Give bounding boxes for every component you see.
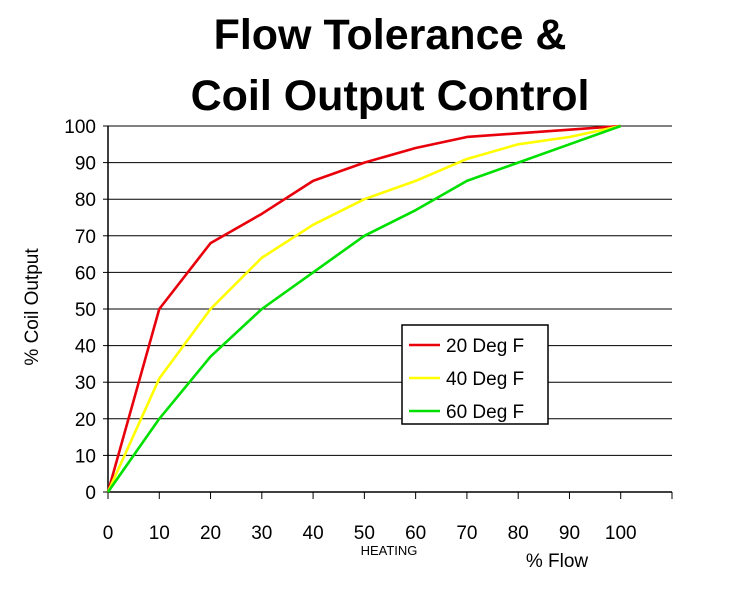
y-axis-tick-labels: 0 10 20 30 40 50 60 70 80 90 100 — [64, 117, 96, 504]
x-tick-label: 50 — [354, 523, 375, 544]
x-tick-label: 30 — [251, 523, 272, 544]
series-line — [106, 124, 621, 493]
chart-title-line-2: Coil Output Control — [190, 72, 590, 120]
legend-label: 20 Deg F — [446, 336, 524, 357]
y-tick-label: 0 — [85, 483, 96, 504]
x-tick-label: 0 — [103, 523, 114, 544]
y-tick-label: 30 — [75, 373, 96, 394]
y-tick-label: 50 — [75, 300, 96, 321]
y-axis-label: % Coil Output — [22, 248, 43, 366]
x-tick-label: 10 — [149, 523, 170, 544]
y-tick-label: 60 — [75, 263, 96, 284]
x-axis-sublabel: HEATING — [361, 543, 418, 558]
y-tick-label: 90 — [75, 154, 96, 175]
x-axis-label: % Flow — [526, 551, 589, 572]
legend-label: 60 Deg F — [446, 402, 524, 423]
legend-box — [401, 324, 549, 425]
y-tick-label: 100 — [64, 117, 96, 138]
gridlines — [108, 125, 672, 456]
chart-title-line-1: Flow Tolerance & — [213, 11, 567, 59]
x-tick-label: 40 — [303, 523, 324, 544]
x-axis-tick-labels: 0 10 20 30 40 50 60 70 80 90 100 — [103, 523, 637, 544]
legend: 20 Deg F 40 Deg F 60 Deg F — [401, 324, 549, 425]
y-tick-label: 80 — [75, 190, 96, 211]
x-tick-label: 100 — [605, 523, 637, 544]
series-line — [106, 124, 622, 493]
x-tick-label: 70 — [456, 523, 477, 544]
y-tick-label: 20 — [75, 410, 96, 431]
x-tick-label: 20 — [200, 523, 221, 544]
series-line — [106, 124, 621, 493]
y-tick-label: 40 — [75, 337, 96, 358]
legend-label: 40 Deg F — [446, 369, 524, 390]
axes — [103, 125, 673, 499]
series-lines — [106, 124, 622, 493]
x-tick-label: 60 — [405, 523, 426, 544]
x-tick-label: 90 — [559, 523, 580, 544]
y-tick-label: 10 — [75, 446, 96, 467]
y-tick-label: 70 — [75, 227, 96, 248]
x-tick-label: 80 — [508, 523, 529, 544]
